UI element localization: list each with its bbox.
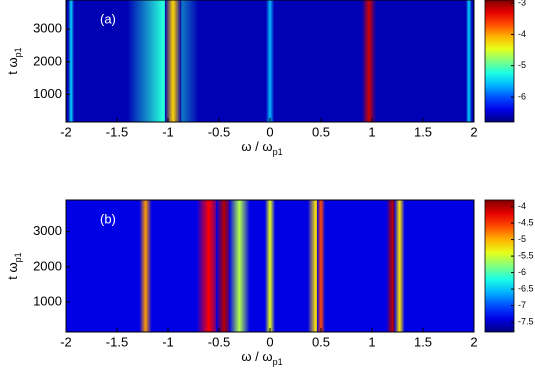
spectral-stripe [164, 0, 182, 122]
spectral-stripe [316, 200, 326, 332]
y-label-main: t ω [5, 57, 20, 74]
colorbar-tick-label: -3 [518, 0, 526, 8]
y-tick-label: 1000 [33, 294, 62, 309]
x-tick-label: -2 [60, 124, 72, 139]
x-tick-label: -1.5 [106, 334, 128, 349]
colorbar-tick-label: -4 [518, 29, 526, 39]
x-label-main: ω / ω [241, 349, 272, 364]
colorbar-tick-label: -6 [518, 267, 526, 277]
spectral-stripe [265, 0, 275, 122]
colorbar-tick-label: -4 [518, 201, 526, 211]
x-tick-label: -2 [60, 334, 72, 349]
colorbar-tick-label: -6.5 [518, 283, 534, 293]
y-tick-label: 1000 [33, 86, 62, 101]
spectral-stripe [127, 0, 199, 122]
x-tick-label: -1 [162, 334, 174, 349]
x-tick-label: 2 [470, 124, 477, 139]
x-tick-label: 1.5 [414, 124, 432, 139]
colorbar-tick-label: -6 [518, 91, 526, 101]
spectral-stripe [264, 200, 276, 332]
colorbar [484, 199, 515, 333]
spectral-stripe [394, 200, 405, 332]
colorbar-tick-label: -4.5 [518, 217, 534, 227]
x-tick-label: 0 [266, 334, 273, 349]
x-tick-label: 0 [266, 124, 273, 139]
panel-label: (a) [100, 11, 116, 26]
spectral-stripe [215, 200, 233, 332]
x-tick-label: 0.5 [312, 124, 330, 139]
x-axis-label: ω / ωp1 [241, 349, 282, 367]
spectral-stripe [465, 0, 472, 122]
panel-label: (b) [100, 211, 116, 226]
spectral-stripe [68, 0, 75, 122]
colorbar-tick-label: -7.5 [518, 316, 534, 326]
y-axis-label: t ωp1 [5, 252, 23, 279]
y-axis-label: t ωp1 [5, 47, 23, 74]
y-tick-label: 3000 [33, 21, 62, 36]
y-tick-label: 2000 [33, 258, 62, 273]
x-label-main: ω / ω [241, 139, 272, 154]
x-axis-label: ω / ωp1 [241, 139, 282, 157]
y-label-sub: p1 [13, 252, 23, 262]
x-tick-label: 1 [368, 124, 375, 139]
x-tick-label: -1.5 [106, 124, 128, 139]
x-tick-label: 1 [368, 334, 375, 349]
x-tick-label: 0.5 [312, 334, 330, 349]
x-tick-label: -0.5 [208, 334, 230, 349]
x-tick-label: 2 [470, 334, 477, 349]
colorbar-tick-label: -5 [518, 60, 526, 70]
colorbar-tick-label: -7 [518, 300, 526, 310]
x-tick-label: -1 [162, 124, 174, 139]
y-label-sub: p1 [13, 47, 23, 57]
x-label-sub: p1 [273, 357, 283, 367]
y-tick-label: 2000 [33, 53, 62, 68]
x-tick-label: -0.5 [208, 124, 230, 139]
x-tick-label: 1.5 [414, 334, 432, 349]
colorbar-tick-label: -5.5 [518, 250, 534, 260]
colorbar-tick-label: -5 [518, 234, 526, 244]
spectral-stripe [139, 200, 152, 332]
y-label-main: t ω [5, 262, 20, 279]
y-tick-label: 3000 [33, 223, 62, 238]
x-label-sub: p1 [273, 147, 283, 157]
colorbar [484, 0, 515, 123]
spectral-stripe [361, 0, 377, 122]
spectral-stripe [229, 200, 250, 332]
